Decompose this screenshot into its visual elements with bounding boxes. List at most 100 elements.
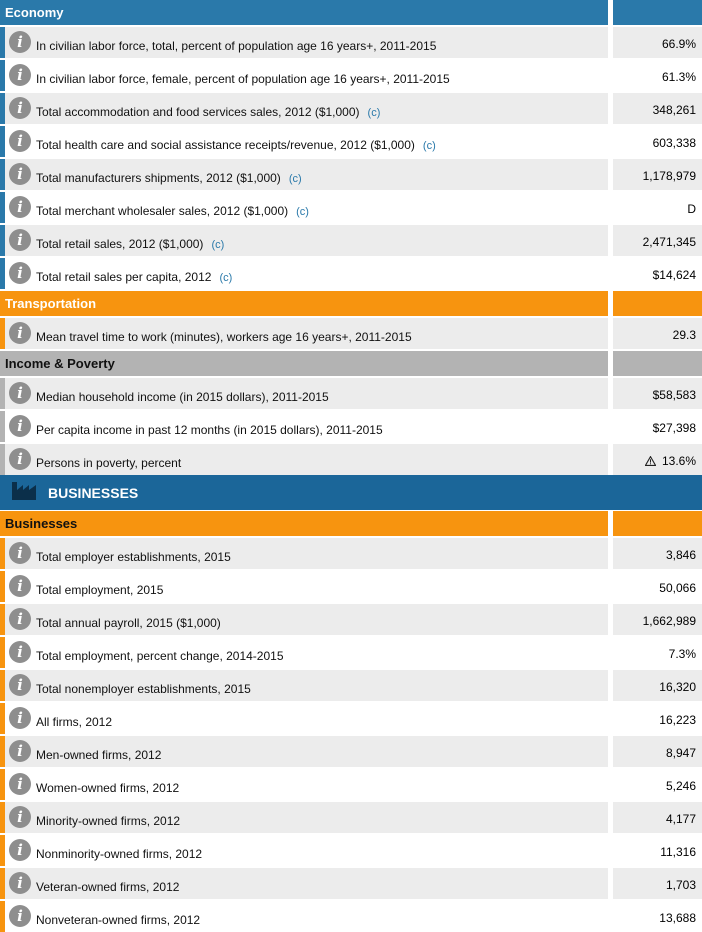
table-row: i Per capita income in past 12 months (i… (0, 411, 702, 442)
info-icon[interactable]: i (9, 773, 31, 795)
info-icon[interactable]: i (9, 229, 31, 251)
economy-title: Economy (0, 0, 608, 25)
row-label: Men-owned firms, 2012 (36, 748, 162, 762)
info-icon[interactable]: i (9, 382, 31, 404)
factory-icon (12, 480, 36, 505)
info-icon[interactable]: i (9, 97, 31, 119)
row-label: Veteran-owned firms, 2012 (36, 880, 180, 894)
info-icon[interactable]: i (9, 415, 31, 437)
economy-section-header: Economy (0, 0, 702, 25)
info-icon[interactable]: i (9, 163, 31, 185)
row-label: Total manufacturers shipments, 2012 ($1,… (36, 171, 281, 185)
row-value: 2,471,345 (613, 225, 702, 256)
row-value: $58,583 (613, 378, 702, 409)
census-footnote-link[interactable]: (c) (219, 272, 233, 284)
row-label: Total merchant wholesaler sales, 2012 ($… (36, 204, 289, 218)
census-footnote-link[interactable]: (c) (288, 173, 302, 185)
row-label: Total employment, percent change, 2014-2… (36, 649, 284, 663)
table-row: i Total retail sales, 2012 ($1,000) (c) 2… (0, 225, 702, 256)
suppressed-value-link[interactable]: D (613, 192, 702, 223)
row-value: 16,223 (613, 703, 702, 734)
businesses-title: Businesses (0, 511, 608, 536)
row-value: 29.3 (613, 318, 702, 349)
row-label: Total employment, 2015 (36, 583, 164, 597)
row-label: Persons in poverty, percent (36, 456, 182, 470)
table-row: i Total annual payroll, 2015 ($1,000) 1,… (0, 604, 702, 635)
row-value: $14,624 (613, 258, 702, 289)
table-row: i Total accommodation and food services … (0, 93, 702, 124)
row-label: Total annual payroll, 2015 ($1,000) (36, 616, 221, 630)
info-icon[interactable]: i (9, 872, 31, 894)
info-icon[interactable]: i (9, 31, 31, 53)
info-icon[interactable]: i (9, 707, 31, 729)
row-label: Minority-owned firms, 2012 (36, 814, 181, 828)
info-icon[interactable]: i (9, 575, 31, 597)
table-row: i Total employer establishments, 2015 3,… (0, 538, 702, 569)
census-footnote-link[interactable]: (c) (296, 206, 309, 218)
economy-value-header (613, 0, 702, 25)
info-icon[interactable]: i (9, 740, 31, 762)
row-value: 8,947 (613, 736, 702, 767)
income-title: Income & Poverty (0, 351, 608, 376)
info-icon[interactable]: i (9, 806, 31, 828)
row-value: 5,246 (613, 769, 702, 800)
row-label: Per capita income in past 12 months (in … (36, 423, 383, 437)
row-value: 13,688 (613, 901, 702, 932)
table-row: i Total health care and social assistanc… (0, 126, 702, 157)
row-value: 1,662,989 (613, 604, 702, 635)
row-value: 1,703 (613, 868, 702, 899)
row-label: Total retail sales, 2012 ($1,000) (36, 237, 204, 251)
transportation-section-header: Transportation (0, 291, 702, 316)
row-label: Women-owned firms, 2012 (36, 781, 180, 795)
info-icon[interactable]: i (9, 130, 31, 152)
row-label: All firms, 2012 (36, 715, 113, 729)
row-label: Mean travel time to work (minutes), work… (36, 330, 412, 344)
info-icon[interactable]: i (9, 641, 31, 663)
table-row: i Persons in poverty, percent 13.6% (0, 444, 702, 475)
row-label: Median household income (in 2015 dollars… (36, 390, 329, 404)
table-row: i Total retail sales per capita, 2012 (c)… (0, 258, 702, 289)
info-icon[interactable]: i (9, 322, 31, 344)
row-value: 3,846 (613, 538, 702, 569)
info-icon[interactable]: i (9, 674, 31, 696)
row-value: 603,338 (613, 126, 702, 157)
row-label: Total health care and social assistance … (36, 138, 415, 152)
row-value: 4,177 (613, 802, 702, 833)
info-icon[interactable]: i (9, 608, 31, 630)
table-row: i Total manufacturers shipments, 2012 ($… (0, 159, 702, 190)
row-value: 348,261 (613, 93, 702, 124)
row-label: In civilian labor force, female, percent… (36, 72, 450, 86)
row-value: 7.3% (613, 637, 702, 668)
census-footnote-link[interactable]: (c) (422, 140, 436, 152)
info-icon[interactable]: i (9, 262, 31, 284)
row-label: Nonminority-owned firms, 2012 (36, 847, 203, 861)
row-label: Nonveteran-owned firms, 2012 (36, 913, 201, 927)
table-row: i Nonveteran-owned firms, 2012 13,688 (0, 901, 702, 932)
table-row: i Total merchant wholesaler sales, 2012 … (0, 192, 702, 223)
table-row: i All firms, 2012 16,223 (0, 703, 702, 734)
table-row: i Nonminority-owned firms, 2012 11,316 (0, 835, 702, 866)
info-icon[interactable]: i (9, 905, 31, 927)
census-footnote-link[interactable]: (c) (367, 107, 381, 119)
income-section-header: Income & Poverty (0, 351, 702, 376)
census-footnote-link[interactable]: (c) (211, 239, 225, 251)
table-row: i In civilian labor force, female, perce… (0, 60, 702, 91)
table-row: i Total employment, percent change, 2014… (0, 637, 702, 668)
businesses-category-header: BUSINESSES (0, 475, 702, 510)
row-value: 50,066 (613, 571, 702, 602)
info-icon[interactable]: i (9, 64, 31, 86)
table-row: i Total nonemployer establishments, 2015… (0, 670, 702, 701)
row-value: 16,320 (613, 670, 702, 701)
row-value: 61.3% (613, 60, 702, 91)
info-icon[interactable]: i (9, 542, 31, 564)
info-icon[interactable]: i (9, 448, 31, 470)
info-icon[interactable]: i (9, 196, 31, 218)
table-row: i Total employment, 2015 50,066 (0, 571, 702, 602)
warning-icon[interactable] (644, 455, 657, 469)
row-label: Total nonemployer establishments, 2015 (36, 682, 251, 696)
businesses-category-title: BUSINESSES (48, 484, 139, 501)
businesses-section-header: Businesses (0, 511, 702, 536)
table-row: i In civilian labor force, total, percen… (0, 27, 702, 58)
table-row: i Median household income (in 2015 dolla… (0, 378, 702, 409)
info-icon[interactable]: i (9, 839, 31, 861)
